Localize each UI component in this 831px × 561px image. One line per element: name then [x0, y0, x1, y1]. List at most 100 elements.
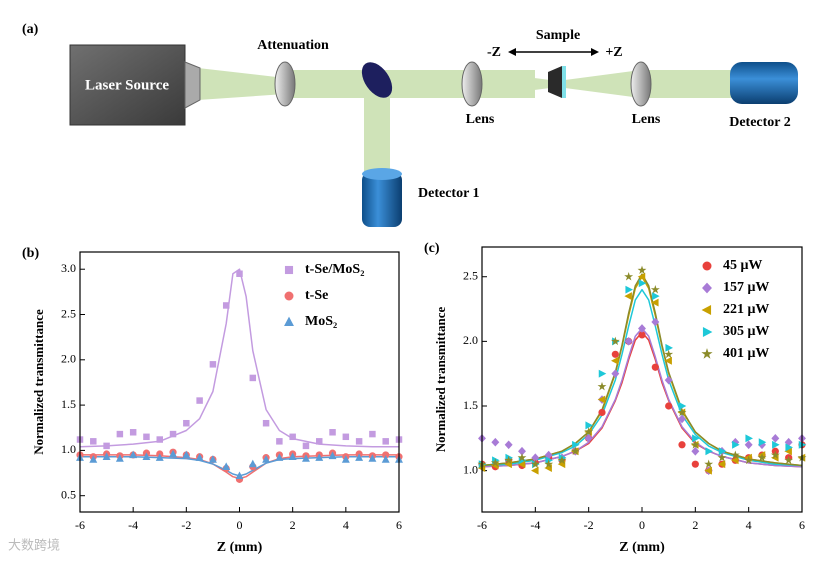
panel-label: (c) [424, 241, 440, 256]
lens [630, 61, 652, 107]
legend-label: 305 μW [723, 324, 769, 339]
marker [651, 363, 659, 371]
marker [638, 331, 646, 339]
lens [461, 61, 483, 107]
watermark: 大数跨境 [8, 539, 60, 554]
marker [195, 453, 204, 461]
y-tick-label: 2.0 [463, 333, 478, 347]
marker [732, 440, 740, 449]
beam [364, 84, 390, 174]
marker [664, 356, 672, 365]
marker [262, 455, 271, 463]
legend-label: MoS₂ [305, 314, 337, 329]
x-tick-label: 2 [692, 518, 698, 532]
marker [142, 452, 151, 460]
laser-box [69, 44, 186, 126]
x-tick-label: 4 [343, 518, 349, 532]
marker [611, 356, 619, 365]
marker [531, 466, 539, 475]
laser-nozzle [184, 61, 201, 109]
y-tick-label: 1.5 [61, 397, 76, 411]
laser-label: Laser Source [85, 77, 169, 93]
marker [544, 459, 554, 468]
marker [222, 462, 231, 470]
marker [702, 327, 713, 337]
marker [355, 438, 363, 445]
fit-line [481, 288, 803, 467]
marker [625, 285, 633, 294]
y-tick-label: 1.5 [463, 398, 478, 412]
legend-label: 157 μW [723, 280, 769, 295]
marker [758, 438, 767, 447]
y-tick-label: 0.5 [61, 487, 76, 501]
marker [156, 436, 163, 443]
marker [209, 361, 217, 368]
marker [584, 433, 593, 443]
marker [770, 450, 780, 459]
marker [275, 453, 284, 461]
x-tick-label: 0 [237, 518, 243, 532]
sample [548, 66, 562, 98]
marker [381, 455, 390, 463]
marker [665, 343, 673, 352]
marker [490, 458, 500, 467]
marker [702, 282, 712, 294]
x-tick-label: -6 [477, 518, 487, 532]
marker [382, 438, 389, 445]
fit-line [79, 268, 399, 448]
marker [784, 437, 793, 447]
marker [638, 324, 646, 333]
marker [744, 455, 754, 465]
x-tick-label: -4 [128, 518, 138, 532]
marker [677, 407, 687, 417]
marker [169, 449, 178, 458]
sample-label: Sample [536, 28, 580, 43]
marker [665, 402, 673, 410]
minus-z-label: -Z [487, 45, 501, 60]
y-tick-label: 2.5 [61, 306, 76, 320]
legend-label: t-Se/MoS₂ [305, 262, 364, 277]
sample-face [562, 66, 566, 98]
marker [610, 336, 620, 346]
arrow-head [591, 48, 599, 56]
x-tick-label: -6 [75, 518, 85, 532]
x-tick-label: 0 [639, 518, 645, 532]
plot-frame [79, 251, 400, 513]
marker [637, 272, 646, 281]
marker [368, 454, 377, 462]
marker [182, 450, 191, 459]
marker [103, 442, 110, 450]
y-axis-label: Normalized transmittance [433, 307, 448, 453]
marker [90, 438, 97, 445]
marker [517, 453, 527, 462]
x-tick-label: -4 [530, 518, 540, 532]
x-axis-label: Z (mm) [217, 540, 263, 555]
detector-2 [730, 62, 798, 104]
marker [342, 433, 350, 441]
x-tick-label: -2 [584, 518, 594, 532]
marker [584, 427, 594, 436]
marker [129, 450, 138, 459]
marker [624, 292, 632, 301]
marker [249, 374, 257, 382]
marker [585, 421, 593, 430]
x-axis-label: Z (mm) [619, 540, 665, 555]
detector-1-top [362, 168, 402, 180]
y-tick-label: 1.0 [61, 442, 76, 456]
x-tick-label: 6 [799, 518, 805, 532]
marker [771, 433, 780, 443]
marker [288, 452, 297, 460]
marker [545, 456, 553, 465]
marker [637, 265, 647, 275]
marker [597, 381, 607, 391]
marker [129, 429, 137, 436]
marker [328, 451, 337, 460]
marker [491, 437, 500, 447]
plot-frame [481, 246, 803, 513]
marker [102, 452, 111, 460]
lens-label: Lens [632, 112, 661, 127]
y-tick-label: 1.0 [463, 462, 478, 476]
marker [718, 447, 727, 456]
